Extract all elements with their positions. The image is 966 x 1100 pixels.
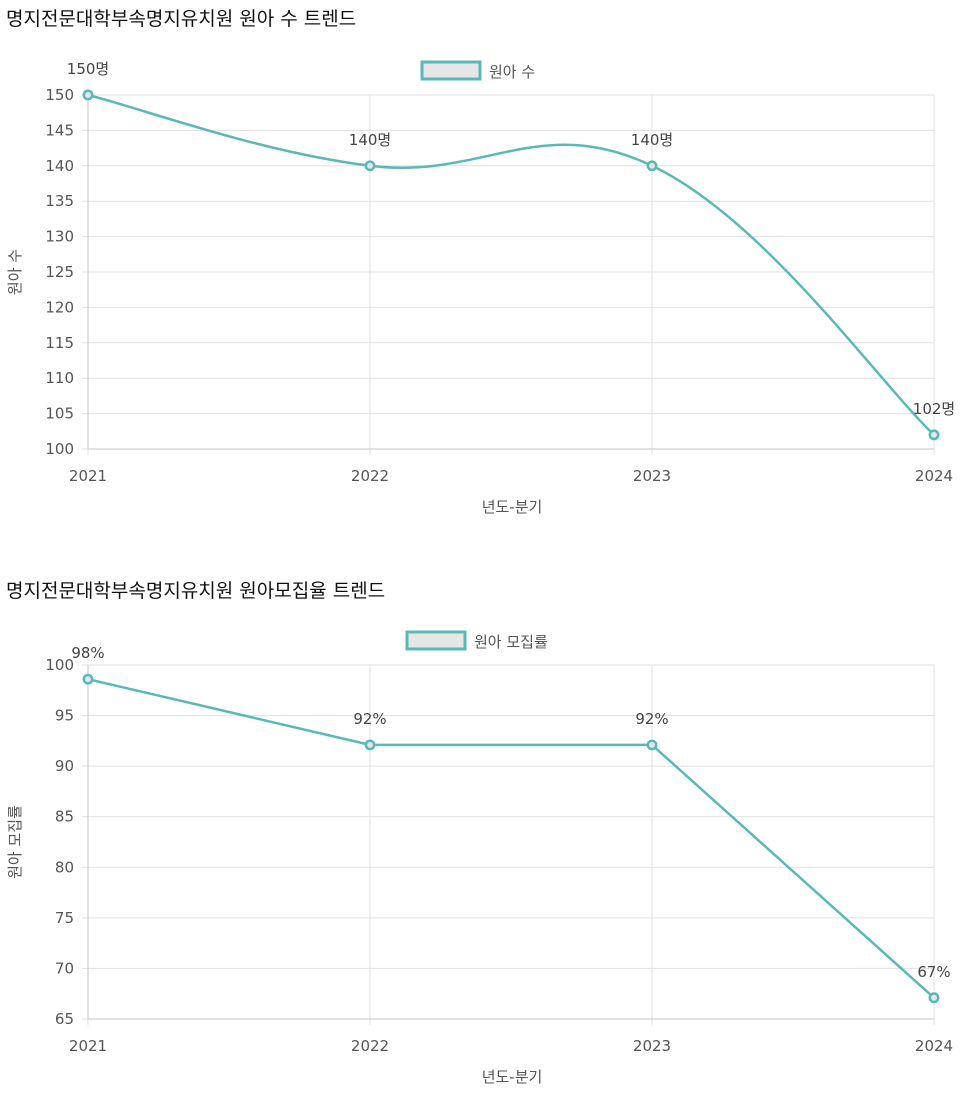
- y-tick-label: 85: [55, 808, 74, 826]
- x-tick-label: 2024: [915, 467, 953, 485]
- data-point: [928, 992, 940, 1004]
- y-tick-label: 100: [45, 440, 74, 458]
- x-tick-label: 2021: [69, 1037, 107, 1055]
- y-tick-label: 75: [55, 909, 74, 927]
- legend-label: 원아 수: [489, 63, 535, 81]
- data-point: [82, 89, 94, 101]
- y-tick-label: 65: [55, 1010, 74, 1028]
- data-point: [646, 160, 658, 172]
- data-label: 140명: [349, 131, 391, 149]
- y-tick-label: 145: [45, 121, 74, 139]
- data-point: [364, 160, 376, 172]
- data-point: [82, 673, 94, 685]
- data-label: 102명: [913, 400, 955, 418]
- data-label: 98%: [71, 644, 104, 662]
- y-tick-label: 100: [45, 656, 74, 674]
- data-point: [928, 429, 940, 441]
- y-tick-label: 80: [55, 858, 74, 876]
- data-label: 67%: [917, 963, 950, 981]
- y-tick-label: 70: [55, 959, 74, 977]
- y-tick-label: 120: [45, 298, 74, 316]
- data-label: 150명: [67, 60, 109, 78]
- y-tick-label: 90: [55, 757, 74, 775]
- y-tick-label: 115: [45, 334, 74, 352]
- legend-swatch: [420, 60, 482, 81]
- x-tick-label: 2022: [351, 467, 389, 485]
- x-axis-title: 년도-분기: [482, 498, 543, 516]
- recruitment-rate-line-chart: 65 70 75 80 85 90 95 100 2021 2022 2023 2024 년도-분기 원아…: [6, 630, 953, 1086]
- y-tick-label: 140: [45, 157, 74, 175]
- legend-label: 원아 모집률: [474, 633, 548, 651]
- chart-title: 명지전문대학부속명지유치원 원아 수 트렌드: [6, 8, 357, 30]
- y-axis-title: 원아 모집률: [6, 805, 24, 879]
- data-label: 92%: [353, 710, 386, 728]
- x-tick-label: 2023: [633, 467, 671, 485]
- data-label: 92%: [635, 710, 668, 728]
- y-tick-label: 135: [45, 192, 74, 210]
- x-tick-label: 2023: [633, 1037, 671, 1055]
- y-axis-title: 원아 수: [6, 249, 24, 295]
- student-count-line-chart: 100 105 110 115 120 125 130 135 140 145 150 2021 202…: [6, 60, 955, 516]
- y-tick-label: 110: [45, 369, 74, 387]
- legend-swatch: [405, 630, 467, 651]
- y-tick-label: 105: [45, 405, 74, 423]
- data-label: 140명: [631, 131, 673, 149]
- x-axis-title: 년도-분기: [482, 1068, 543, 1086]
- student-count-chart-section: 명지전문대학부속명지유치원 원아 수 트렌드 100 105 110 115 120 12…: [0, 0, 966, 540]
- series-line: [87, 93, 935, 436]
- x-tick-label: 2021: [69, 467, 107, 485]
- y-tick-label: 125: [45, 263, 74, 281]
- chart-title: 명지전문대학부속명지유치원 원아모집율 트렌드: [6, 580, 386, 602]
- y-tick-label: 150: [45, 86, 74, 104]
- y-tick-label: 95: [55, 707, 74, 725]
- recruitment-rate-chart-section: 명지전문대학부속명지유치원 원아모집율 트렌드 65 70 75 80 85 90 95 10…: [0, 570, 966, 1100]
- series-line: [87, 677, 935, 999]
- data-point: [364, 739, 376, 751]
- data-point: [646, 739, 658, 751]
- x-tick-label: 2024: [915, 1037, 953, 1055]
- y-tick-label: 130: [45, 228, 74, 246]
- x-tick-label: 2022: [351, 1037, 389, 1055]
